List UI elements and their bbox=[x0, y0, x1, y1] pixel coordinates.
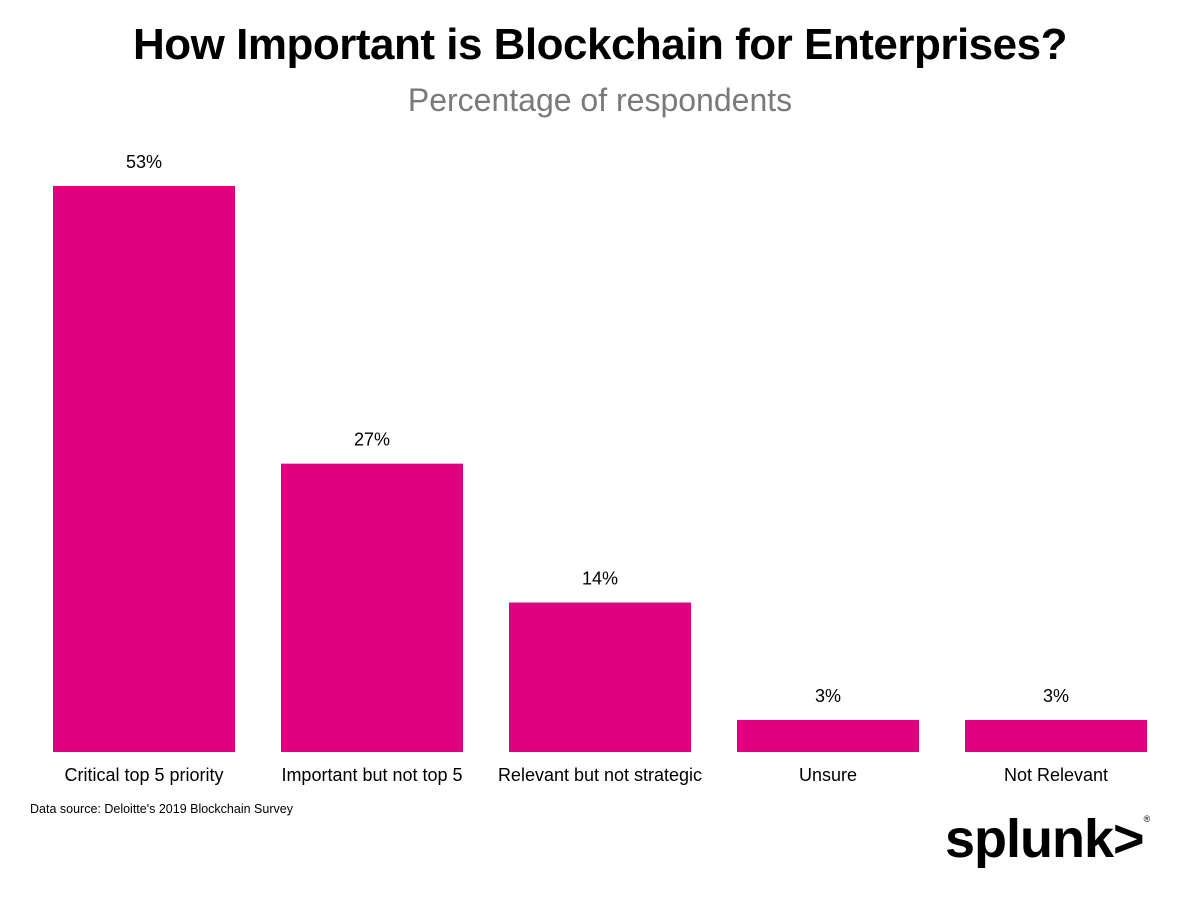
category-label: Critical top 5 priority bbox=[64, 765, 223, 785]
bar-chart: 53% Critical top 5 priority 27% Important b… bbox=[53, 152, 1147, 785]
data-label: 3% bbox=[815, 686, 841, 706]
bar bbox=[965, 719, 1147, 752]
bar bbox=[737, 719, 919, 752]
bar bbox=[509, 602, 691, 752]
category-label: Unsure bbox=[799, 765, 857, 785]
data-label: 3% bbox=[1043, 686, 1069, 706]
category-label: Important but not top 5 bbox=[281, 765, 462, 785]
splunk-logo: splunk>® bbox=[945, 809, 1150, 869]
data-label: 27% bbox=[354, 430, 390, 450]
bar bbox=[281, 463, 463, 752]
data-label: 14% bbox=[582, 568, 618, 588]
data-source-note: Data source: Deloitte's 2019 Blockchain … bbox=[30, 802, 293, 816]
chart-subtitle: Percentage of respondents bbox=[407, 82, 793, 118]
bar bbox=[53, 186, 235, 752]
category-label: Relevant but not strategic bbox=[498, 765, 702, 785]
category-label: Not Relevant bbox=[1004, 765, 1108, 785]
chart-title: How Important is Blockchain for Enterpri… bbox=[133, 20, 1067, 69]
data-label: 53% bbox=[126, 152, 162, 172]
